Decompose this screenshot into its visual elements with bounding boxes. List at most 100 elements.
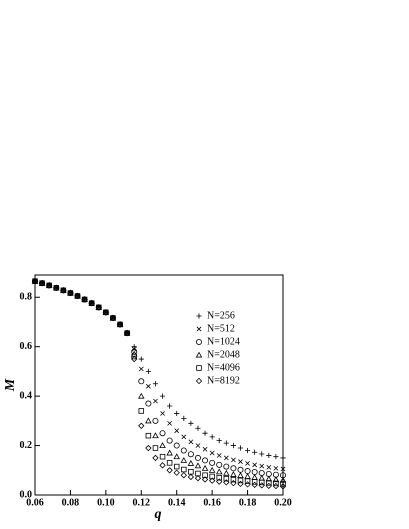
marker — [60, 287, 67, 294]
marker — [216, 461, 223, 468]
marker — [252, 449, 258, 455]
marker — [216, 438, 222, 444]
marker — [209, 459, 216, 466]
marker — [152, 432, 159, 439]
marker — [159, 453, 166, 460]
marker — [209, 473, 215, 480]
marker — [38, 279, 46, 287]
y-tick-label: 0.4 — [20, 390, 33, 401]
marker — [152, 445, 159, 451]
marker — [194, 454, 201, 461]
marker — [258, 482, 265, 489]
marker — [237, 480, 244, 488]
marker — [223, 463, 230, 470]
x-tick-label: 0.08 — [62, 497, 80, 508]
marker — [81, 296, 88, 303]
x-tick-label: 0.12 — [133, 497, 151, 508]
marker — [46, 282, 53, 289]
marker — [159, 393, 166, 399]
marker — [230, 476, 237, 483]
legend-marker — [196, 365, 202, 371]
legend-label: N=8192 — [207, 375, 240, 386]
marker — [145, 417, 152, 424]
plot-frame — [34, 274, 284, 496]
x-tick-label: 0.06 — [26, 497, 44, 508]
marker — [202, 430, 208, 436]
marker — [131, 344, 137, 350]
marker — [259, 479, 265, 486]
marker — [251, 469, 258, 476]
marker — [202, 446, 208, 452]
marker — [266, 464, 272, 470]
marker — [174, 410, 180, 417]
marker — [180, 472, 187, 479]
marker — [251, 474, 258, 480]
marker — [216, 478, 223, 485]
marker — [138, 408, 145, 414]
marker — [167, 403, 173, 409]
marker — [273, 454, 279, 460]
marker — [166, 460, 173, 466]
marker — [223, 440, 229, 446]
marker — [258, 474, 266, 481]
marker — [244, 481, 251, 488]
marker — [131, 353, 137, 360]
marker — [273, 480, 279, 487]
marker — [244, 468, 251, 475]
marker — [279, 483, 287, 490]
marker — [88, 300, 95, 307]
marker — [230, 471, 237, 477]
marker — [138, 378, 145, 385]
marker — [138, 392, 145, 399]
marker — [237, 466, 244, 473]
legend-marker — [195, 338, 202, 345]
legend-marker — [196, 313, 202, 319]
marker — [53, 284, 60, 292]
x-tick-label: 0.16 — [203, 497, 221, 508]
marker — [195, 425, 201, 431]
marker — [173, 442, 180, 449]
marker — [265, 482, 272, 490]
marker — [166, 437, 173, 444]
marker — [173, 453, 180, 460]
marker — [208, 466, 216, 473]
marker — [74, 292, 81, 300]
marker — [194, 475, 202, 482]
x-tick-label: 0.14 — [168, 497, 186, 508]
marker — [252, 462, 258, 468]
marker — [166, 467, 173, 474]
marker — [237, 477, 244, 484]
marker — [231, 457, 236, 463]
marker — [159, 442, 166, 449]
marker — [238, 459, 243, 464]
marker — [244, 447, 251, 454]
marker — [265, 475, 273, 482]
marker — [209, 450, 215, 456]
marker — [237, 445, 244, 451]
marker — [230, 479, 237, 487]
marker — [153, 398, 158, 404]
marker — [180, 447, 187, 454]
marker — [173, 463, 180, 470]
marker — [123, 329, 131, 337]
marker — [251, 479, 258, 485]
y-tick-label: 0.8 — [20, 292, 33, 303]
x-tick-label: 0.18 — [239, 497, 257, 508]
marker — [131, 355, 138, 363]
legend-marker — [196, 326, 202, 332]
marker — [138, 422, 145, 429]
marker — [109, 314, 117, 322]
marker — [67, 289, 74, 297]
marker — [138, 366, 144, 372]
x-tick-label: 0.20 — [274, 497, 292, 508]
marker — [167, 420, 172, 426]
marker — [181, 466, 187, 473]
marker — [116, 321, 124, 328]
marker — [230, 465, 237, 472]
marker — [202, 472, 208, 478]
marker — [102, 309, 110, 316]
marker — [146, 383, 151, 389]
marker — [180, 456, 188, 463]
legend-marker — [195, 377, 203, 385]
marker — [208, 477, 216, 484]
